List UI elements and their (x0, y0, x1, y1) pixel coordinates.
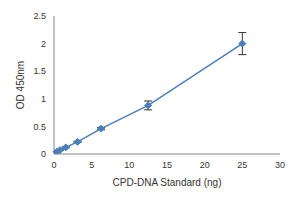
svg-text:0: 0 (41, 149, 46, 159)
svg-text:30: 30 (275, 160, 285, 170)
svg-text:20: 20 (200, 160, 210, 170)
svg-text:0: 0 (51, 160, 56, 170)
svg-text:OD 450nm: OD 450nm (15, 61, 26, 109)
svg-text:15: 15 (162, 160, 172, 170)
svg-text:5: 5 (89, 160, 94, 170)
svg-text:CPD-DNA Standard (ng): CPD-DNA Standard (ng) (113, 177, 222, 188)
svg-text:1.5: 1.5 (33, 66, 46, 76)
svg-text:2.5: 2.5 (33, 11, 46, 21)
svg-text:0.5: 0.5 (33, 122, 46, 132)
svg-text:2: 2 (41, 39, 46, 49)
svg-text:10: 10 (124, 160, 134, 170)
svg-text:1: 1 (41, 94, 46, 104)
svg-text:25: 25 (237, 160, 247, 170)
